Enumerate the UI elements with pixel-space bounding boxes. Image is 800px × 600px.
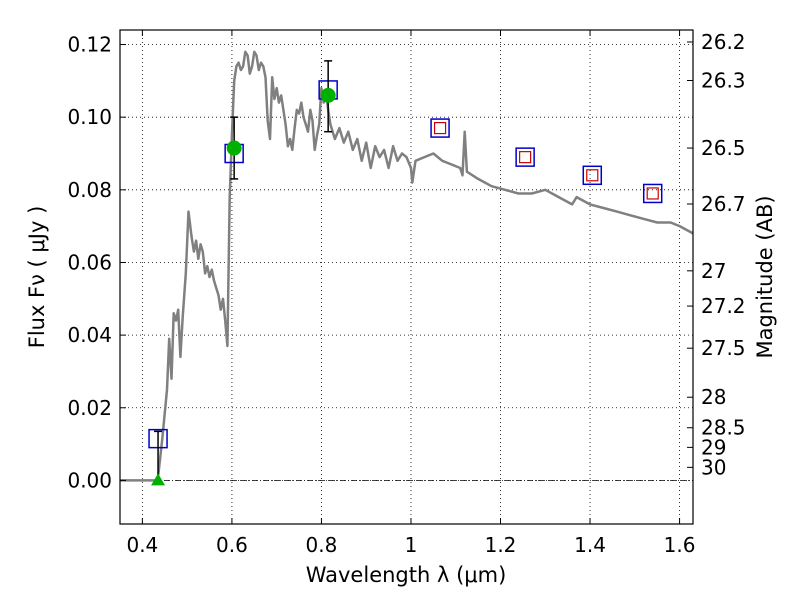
model-box-marker <box>515 147 535 167</box>
y2-tick-label: 28 <box>701 385 726 409</box>
grid <box>120 30 693 524</box>
y2-tick-label: 28.5 <box>701 416 746 440</box>
y2-tick-label: 27.2 <box>701 294 746 318</box>
y-tick-label: 0.06 <box>67 250 112 274</box>
y-tick-label: 0.00 <box>67 468 112 492</box>
predicted-marker <box>433 121 447 135</box>
observed-point <box>226 140 242 156</box>
y2-tick-label: 29 <box>701 435 726 459</box>
y-tick-label: 0.08 <box>67 178 112 202</box>
ticks: 0.4 0.6 0.8 1 1.2 1.4 1.6 0.00 0.02 0.04 0.06 0.08 0… <box>67 30 745 557</box>
x-tick-label: 1 <box>405 533 418 557</box>
y2-tick-label: 27 <box>701 259 726 283</box>
spectrum-line <box>120 50 694 482</box>
x-tick-label: 0.6 <box>216 533 248 557</box>
x-tick-label: 1.2 <box>485 533 517 557</box>
x-tick-label: 0.4 <box>126 533 158 557</box>
y2-tick-label: 30 <box>701 455 726 479</box>
x-tick-label: 1.6 <box>664 533 696 557</box>
y-tick-label: 0.02 <box>67 396 112 420</box>
x-tick-label: 1.4 <box>574 533 606 557</box>
y-axis-label: Flux Fν ( μJy ) <box>25 206 49 349</box>
upper-limit-marker <box>151 473 166 486</box>
y-tick-label: 0.10 <box>67 105 112 129</box>
y2-tick-label: 26.5 <box>701 136 746 160</box>
model-box-marker <box>642 183 663 204</box>
markers <box>148 60 663 486</box>
y-tick-label: 0.12 <box>67 33 112 57</box>
x-tick-label: 0.8 <box>306 533 338 557</box>
y2-tick-label: 27.5 <box>701 336 746 360</box>
plot-frame <box>119 29 694 525</box>
series <box>120 50 694 482</box>
predicted-marker <box>646 187 659 200</box>
y2-tick-label: 26.3 <box>701 68 746 92</box>
model-box-marker <box>582 165 603 186</box>
x-axis-label: Wavelength λ (μm) <box>306 563 507 587</box>
predicted-marker <box>519 151 532 164</box>
y-tick-label: 0.04 <box>67 323 112 347</box>
observed-point <box>320 87 336 103</box>
predicted-marker <box>586 169 599 182</box>
y2-tick-label: 26.2 <box>701 30 746 54</box>
y2-axis-label: Magnitude (AB) <box>753 195 777 358</box>
y2-tick-label: 26.7 <box>701 192 746 216</box>
model-box-marker <box>430 118 450 138</box>
